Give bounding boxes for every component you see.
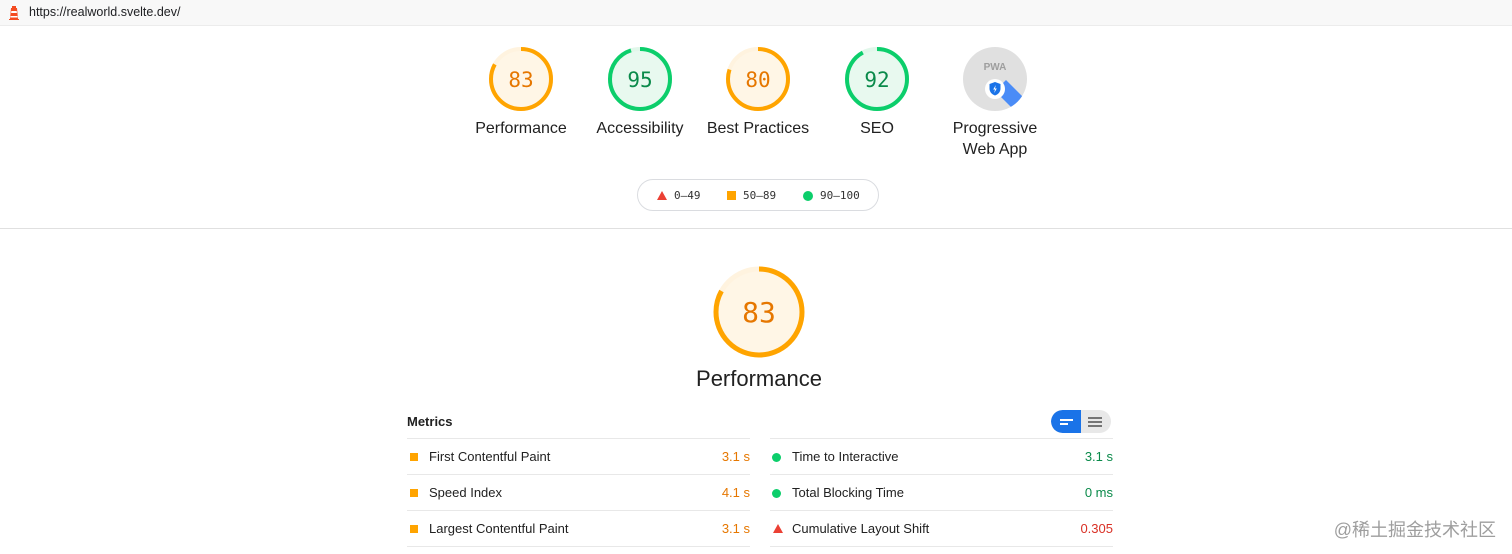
gauge-label-line1: Progressive (952, 120, 1038, 137)
gauge-label: Performance (475, 120, 567, 137)
metric-name: Largest Contentful Paint (429, 521, 569, 536)
legend-range: 50–89 (743, 189, 777, 202)
category-gauges: 83 Performance 95 Accessibility 80 Best … (0, 46, 1512, 176)
circle-icon (772, 489, 781, 498)
metric-total-blocking-time: Total Blocking Time 0 ms (770, 474, 1113, 510)
legend-range: 0–49 (674, 189, 701, 202)
gauge-label: Progressive Web App (936, 118, 1054, 160)
metric-value: 0.305 (1080, 521, 1113, 536)
metric-value: 3.1 s (1084, 449, 1113, 464)
gauge-label: Best Practices (706, 120, 810, 137)
gauge-score: 83 (742, 296, 776, 329)
gauge-label: SEO (860, 120, 894, 137)
performance-title: Performance (696, 366, 822, 391)
metric-value: 4.1 s (721, 485, 750, 500)
legend-range: 90–100 (820, 189, 860, 202)
section-divider (0, 228, 1512, 229)
gauge-label: Accessibility (596, 120, 684, 137)
metrics-column-right: Time to Interactive 3.1 s Total Blocking… (770, 438, 1113, 547)
gauge-ring: 80 (726, 47, 790, 111)
triangle-icon (657, 191, 667, 200)
legend-item-average: 50–89 (727, 189, 776, 202)
metric-value: 0 ms (1084, 485, 1113, 500)
gauge-best-practices[interactable]: 80 Best Practices (699, 46, 817, 139)
metrics-column-left: First Contentful Paint 3.1 s Speed Index… (407, 438, 750, 547)
metric-speed-index: Speed Index 4.1 s (407, 474, 750, 510)
gauge-pwa[interactable]: PWA Progressive Web App (936, 46, 1054, 160)
metric-name: Speed Index (429, 485, 503, 500)
performance-gauge-large: 83 Performance (696, 262, 822, 391)
metric-value: 3.1 s (721, 521, 750, 536)
circle-icon (803, 190, 813, 201)
pwa-badge-icon: PWA (963, 47, 1027, 111)
metric-cumulative-layout-shift: Cumulative Layout Shift 0.305 (770, 510, 1113, 547)
gauge-seo[interactable]: 92 SEO (818, 46, 936, 139)
metric-first-contentful-paint: First Contentful Paint 3.1 s (407, 438, 750, 474)
gauge-score: 83 (508, 68, 533, 92)
gauge-ring: 95 (608, 47, 672, 111)
url-text[interactable]: https://realworld.svelte.dev/ (29, 5, 181, 19)
toggle-summary-button[interactable] (1051, 410, 1081, 433)
square-icon (410, 453, 418, 461)
toggle-expanded-button[interactable] (1081, 410, 1111, 433)
gauge-performance[interactable]: 83 Performance (462, 46, 580, 139)
watermark: @稀土掘金技术社区 (1333, 520, 1496, 540)
gauge-score: 95 (627, 68, 652, 92)
metric-value: 3.1 s (721, 449, 750, 464)
metric-name: Time to Interactive (792, 449, 899, 464)
score-legend: 0–49 50–89 90–100 (637, 179, 879, 211)
square-icon (410, 489, 418, 497)
gauge-ring: 83 (713, 266, 805, 358)
address-bar: https://realworld.svelte.dev/ (0, 0, 1512, 26)
metric-time-to-interactive: Time to Interactive 3.1 s (770, 438, 1113, 474)
lighthouse-icon (9, 6, 19, 20)
legend-item-pass: 90–100 (803, 189, 860, 202)
square-icon (410, 525, 418, 533)
gauge-ring: 83 (489, 47, 553, 111)
gauge-score: 80 (745, 68, 770, 92)
square-icon (727, 191, 736, 200)
triangle-icon (773, 524, 783, 533)
metric-name: Total Blocking Time (792, 485, 904, 500)
metrics-header: Metrics (407, 414, 453, 429)
gauge-label-line2: Web App (962, 141, 1028, 158)
metric-name: First Contentful Paint (429, 449, 551, 464)
circle-icon (772, 453, 781, 462)
metric-name: Cumulative Layout Shift (792, 521, 930, 536)
gauge-score: 92 (864, 68, 889, 92)
metrics-view-toggle[interactable] (1051, 410, 1111, 433)
metric-largest-contentful-paint: Largest Contentful Paint 3.1 s (407, 510, 750, 547)
pwa-badge-text: PWA (984, 62, 1007, 73)
legend-item-fail: 0–49 (657, 189, 701, 202)
gauge-ring: 92 (845, 47, 909, 111)
gauge-accessibility[interactable]: 95 Accessibility (581, 46, 699, 139)
